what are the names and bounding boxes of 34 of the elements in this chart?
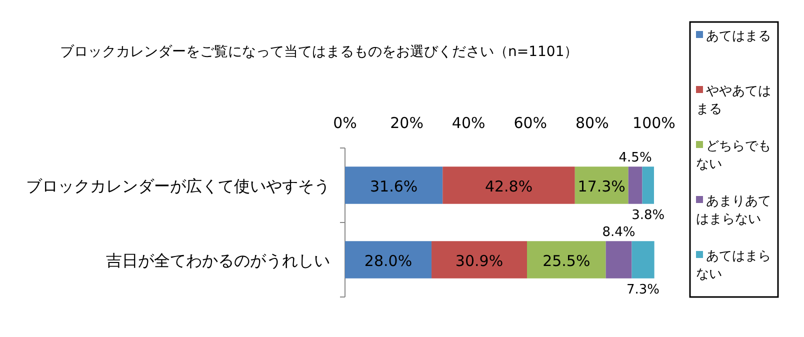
data-label: 4.5% — [618, 150, 652, 166]
data-label: 28.0% — [364, 252, 412, 270]
bar — [345, 166, 443, 204]
x-tick-label: 80% — [576, 114, 609, 132]
y-tick-label: ブロックカレンダーが広くて使いやすそう — [26, 176, 330, 196]
bar — [442, 166, 575, 204]
data-label: 8.4% — [602, 225, 636, 240]
bar — [628, 166, 642, 204]
bar — [574, 166, 628, 204]
bar — [432, 241, 527, 278]
bar — [527, 241, 606, 278]
x-tick-label: 20% — [390, 114, 424, 132]
data-label: 17.3% — [578, 177, 626, 196]
data-label: 3.8% — [632, 208, 665, 223]
data-label: 7.3% — [626, 282, 660, 298]
data-label: 30.9% — [455, 252, 504, 270]
x-tick-label: 0% — [333, 114, 357, 132]
legend-label: ややあてはまる — [696, 84, 771, 117]
legend-label: どちらでもない — [696, 139, 771, 172]
data-label: 42.8% — [484, 177, 533, 196]
legend-label: あまりあてはまらない — [696, 194, 771, 227]
bar — [606, 241, 632, 278]
x-tick-label: 100% — [632, 114, 676, 132]
chart-title: ブロックカレンダーをご覧になって当てはまるものをお選びください（n=1101） — [60, 44, 578, 60]
data-label: 31.6% — [370, 177, 418, 196]
legend-label: あてはまらない — [696, 249, 771, 282]
y-tick-label: 吉日が全てわかるのがうれしい — [106, 250, 330, 270]
bar — [345, 241, 432, 278]
x-tick-label: 60% — [514, 114, 548, 132]
legend-label: あてはまる — [706, 29, 771, 44]
x-tick-label: 40% — [452, 114, 486, 132]
bar — [642, 166, 654, 204]
data-label: 25.5% — [542, 252, 590, 270]
bar — [632, 241, 654, 278]
